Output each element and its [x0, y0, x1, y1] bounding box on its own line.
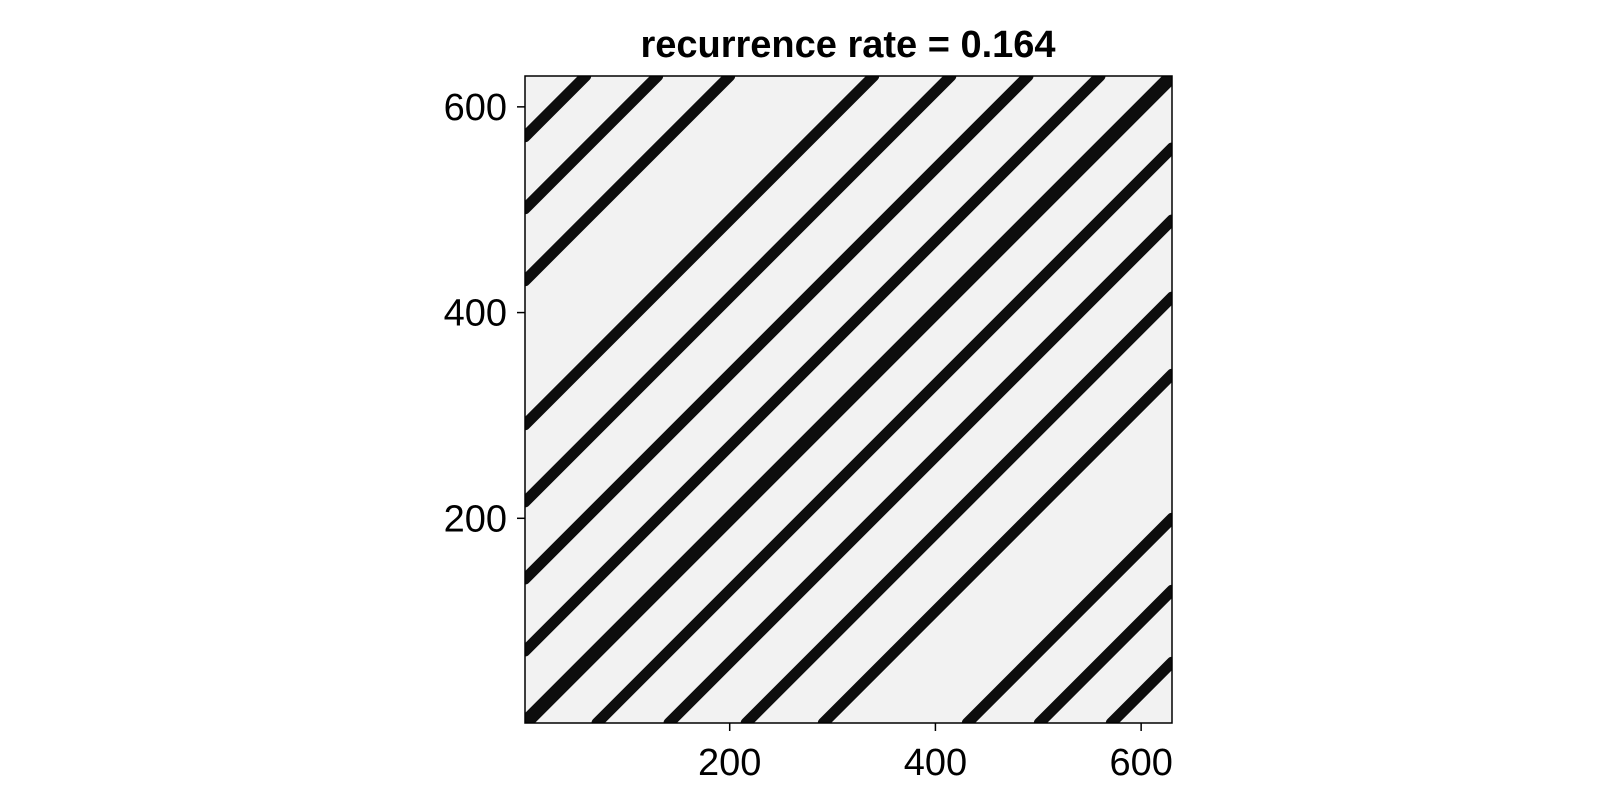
recurrence-diagonal-line: [740, 291, 1172, 723]
x-tick-label: 600: [1109, 742, 1172, 784]
y-axis: 200 400 600: [444, 87, 525, 540]
recurrence-diagonal-line: [961, 512, 1172, 723]
recurrence-diagonal-line: [525, 76, 664, 215]
recurrence-diagonal-line: [525, 76, 880, 431]
x-tick-label: 200: [698, 742, 761, 784]
x-axis: 200 400 600: [698, 723, 1173, 784]
recurrence-diagonal-line: [525, 76, 957, 508]
recurrence-diagonal-line: [525, 76, 1106, 657]
recurrence-diagonal-line: [1033, 584, 1172, 723]
chart-title: recurrence rate = 0.164: [640, 24, 1055, 66]
y-tick-label: 200: [444, 498, 507, 540]
recurrence-diagonal-line: [1105, 656, 1172, 723]
main-diagonal-line: [525, 76, 1172, 723]
recurrence-diagonal-line: [591, 142, 1172, 723]
recurrence-bands: [525, 76, 1172, 723]
recurrence-diagonal-line: [525, 76, 736, 287]
x-tick-label: 400: [904, 742, 967, 784]
plot-frame: [524, 75, 1173, 724]
y-tick-label: 600: [444, 87, 507, 129]
recurrence-diagonal-line: [817, 368, 1172, 723]
y-tick-label: 400: [444, 293, 507, 335]
recurrence-diagonal-line: [525, 76, 1034, 585]
recurrence-diagonal-line: [663, 214, 1172, 723]
recurrence-diagonal-line: [525, 76, 592, 143]
